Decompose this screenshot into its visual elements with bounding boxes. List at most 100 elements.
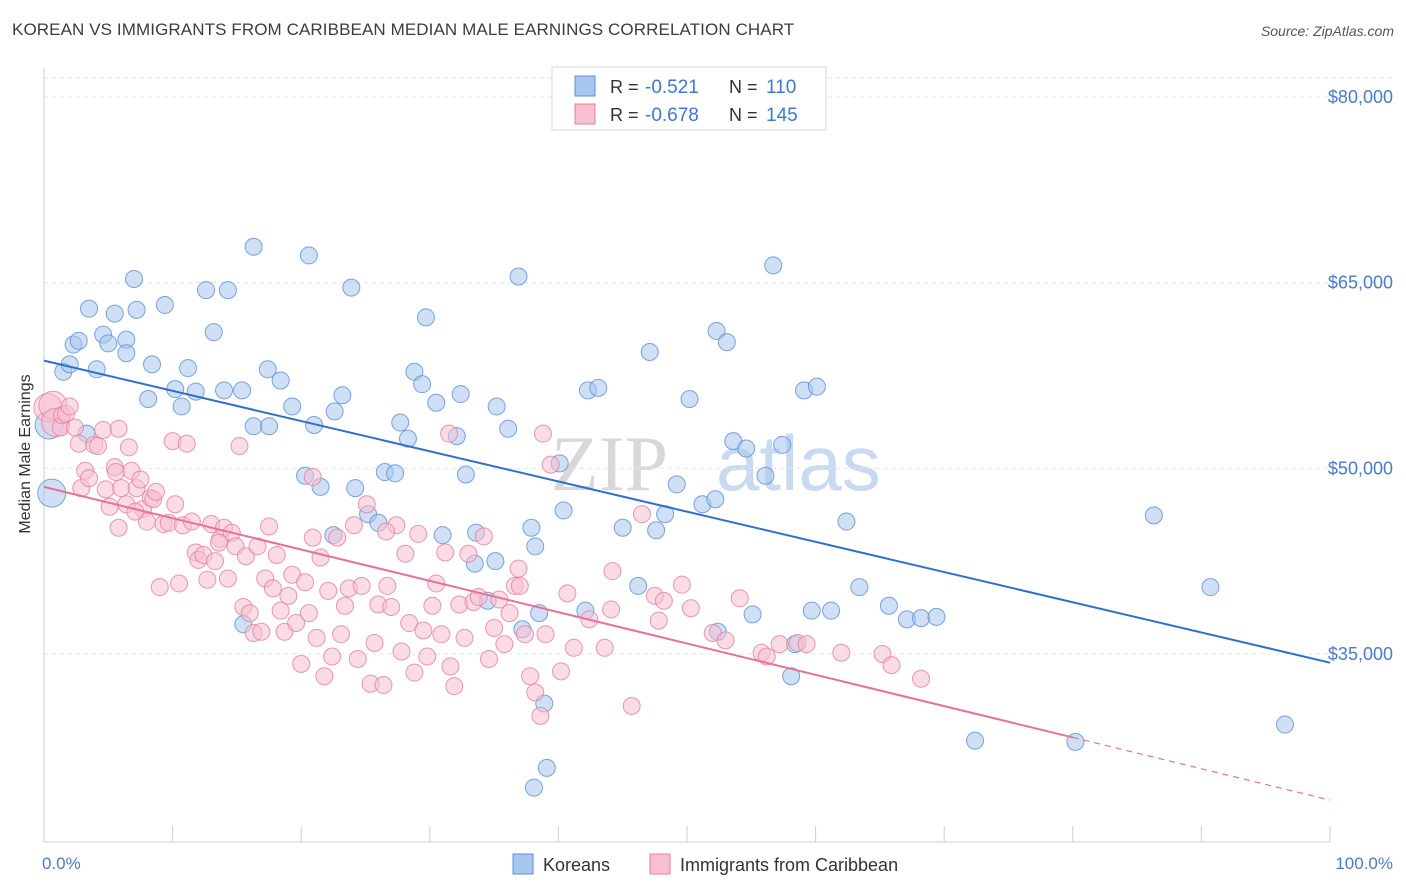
point-caribbean-31 bbox=[150, 578, 169, 597]
x-tick-label-min: 0.0% bbox=[42, 854, 81, 873]
point-caribbean-13 bbox=[89, 437, 108, 456]
point-caribbean-103 bbox=[445, 677, 464, 696]
point-caribbean-43 bbox=[198, 570, 217, 589]
point-caribbean-96 bbox=[414, 621, 433, 640]
point-korean-63 bbox=[522, 518, 541, 537]
point-caribbean-69 bbox=[299, 604, 318, 623]
point-caribbean-15 bbox=[96, 480, 115, 499]
point-caribbean-101 bbox=[436, 543, 455, 562]
point-korean-67 bbox=[537, 758, 556, 777]
point-caribbean-99 bbox=[427, 574, 446, 593]
point-caribbean-145 bbox=[912, 669, 931, 688]
point-caribbean-66 bbox=[287, 614, 306, 633]
point-caribbean-125 bbox=[564, 638, 583, 657]
x-tick-labels: 0.0% 100.0% bbox=[42, 854, 1393, 873]
legend: Koreans Immigrants from Caribbean bbox=[512, 853, 898, 875]
point-caribbean-67 bbox=[292, 654, 311, 673]
point-caribbean-144 bbox=[882, 656, 901, 675]
point-caribbean-152 bbox=[377, 522, 396, 541]
stats-r-value-1: -0.678 bbox=[645, 105, 699, 126]
point-korean-23 bbox=[215, 381, 234, 400]
point-korean-86 bbox=[756, 466, 775, 485]
point-korean-14 bbox=[139, 390, 158, 409]
point-caribbean-54 bbox=[240, 604, 259, 623]
point-caribbean-61 bbox=[267, 545, 286, 564]
point-caribbean-76 bbox=[328, 528, 347, 547]
point-caribbean-48 bbox=[218, 569, 237, 588]
stats-n-value-1: 145 bbox=[766, 105, 798, 126]
point-caribbean-59 bbox=[260, 517, 279, 536]
point-korean-108 bbox=[69, 331, 88, 350]
point-caribbean-75 bbox=[323, 647, 342, 666]
point-caribbean-153 bbox=[509, 559, 528, 578]
y-tick-label-0: $80,000 bbox=[1328, 87, 1393, 107]
point-caribbean-53 bbox=[236, 547, 255, 566]
point-korean-5 bbox=[80, 299, 99, 318]
point-caribbean-130 bbox=[632, 505, 651, 524]
point-caribbean-134 bbox=[681, 599, 700, 618]
point-caribbean-136 bbox=[730, 589, 749, 608]
point-caribbean-60 bbox=[263, 579, 282, 598]
legend-swatch-1 bbox=[649, 853, 671, 875]
legend-label-0: Koreans bbox=[543, 855, 610, 875]
point-caribbean-128 bbox=[602, 600, 621, 619]
point-caribbean-71 bbox=[307, 628, 326, 647]
point-caribbean-94 bbox=[405, 663, 424, 682]
point-korean-103 bbox=[1144, 506, 1163, 525]
point-caribbean-132 bbox=[654, 591, 673, 610]
point-caribbean-121 bbox=[536, 625, 555, 644]
point-korean-96 bbox=[850, 578, 869, 597]
point-korean-87 bbox=[764, 256, 783, 275]
point-korean-64 bbox=[526, 537, 545, 556]
point-korean-71 bbox=[589, 378, 608, 397]
point-korean-72 bbox=[613, 518, 632, 537]
point-korean-82 bbox=[717, 333, 736, 352]
point-caribbean-119 bbox=[526, 683, 545, 702]
point-caribbean-70 bbox=[303, 528, 322, 547]
point-korean-9 bbox=[105, 304, 124, 323]
point-korean-93 bbox=[807, 377, 826, 396]
point-caribbean-83 bbox=[357, 495, 376, 514]
stats-r-label-1: R = bbox=[610, 105, 639, 125]
point-caribbean-133 bbox=[672, 575, 691, 594]
axes bbox=[43, 68, 1331, 843]
point-korean-107 bbox=[524, 778, 543, 797]
point-caribbean-64 bbox=[279, 586, 298, 605]
source-credit: Source: ZipAtlas.com bbox=[1260, 23, 1394, 39]
point-korean-24 bbox=[218, 281, 237, 300]
point-caribbean-45 bbox=[206, 552, 225, 571]
stats-n-value-0: 110 bbox=[766, 77, 796, 98]
point-korean-95 bbox=[837, 512, 856, 531]
data-points bbox=[33, 237, 1294, 797]
point-caribbean-19 bbox=[109, 518, 128, 537]
point-korean-60 bbox=[499, 419, 518, 438]
point-korean-21 bbox=[197, 281, 216, 300]
point-korean-88 bbox=[773, 435, 792, 454]
point-caribbean-127 bbox=[595, 638, 614, 657]
point-korean-45 bbox=[391, 413, 410, 432]
point-korean-59 bbox=[487, 397, 506, 416]
point-caribbean-146 bbox=[303, 467, 322, 486]
point-caribbean-18 bbox=[107, 463, 126, 482]
point-caribbean-111 bbox=[485, 619, 504, 638]
point-korean-53 bbox=[451, 385, 470, 404]
point-korean-38 bbox=[333, 386, 352, 405]
point-caribbean-82 bbox=[352, 576, 371, 595]
point-korean-68 bbox=[554, 501, 573, 520]
point-caribbean-117 bbox=[515, 625, 534, 644]
point-korean-31 bbox=[283, 397, 302, 416]
point-caribbean-20 bbox=[112, 479, 131, 498]
point-korean-97 bbox=[879, 596, 898, 615]
legend-swatch-0 bbox=[512, 853, 534, 875]
stats-box: R = -0.521 N = 110 R = -0.678 N = 145 bbox=[551, 66, 827, 131]
point-caribbean-51 bbox=[230, 437, 249, 456]
point-caribbean-22 bbox=[119, 438, 138, 457]
point-caribbean-102 bbox=[441, 657, 460, 676]
point-korean-92 bbox=[802, 601, 821, 620]
point-caribbean-35 bbox=[166, 495, 185, 514]
point-korean-58 bbox=[486, 552, 505, 571]
stats-n-label-1: N = bbox=[729, 105, 758, 125]
point-caribbean-124 bbox=[558, 584, 577, 603]
point-korean-54 bbox=[456, 465, 475, 484]
